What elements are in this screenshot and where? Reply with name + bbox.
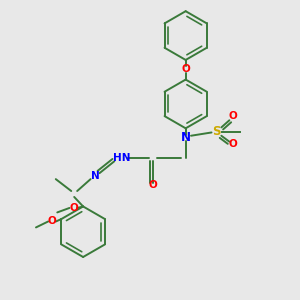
Text: N: N <box>91 171 99 181</box>
Text: HN: HN <box>113 153 130 163</box>
Text: O: O <box>181 64 190 74</box>
Text: O: O <box>229 111 238 121</box>
Text: S: S <box>213 125 221 138</box>
Text: O: O <box>148 180 157 190</box>
Text: O: O <box>69 203 78 213</box>
Text: O: O <box>229 139 238 149</box>
Text: N: N <box>181 131 191 144</box>
Text: O: O <box>48 217 57 226</box>
